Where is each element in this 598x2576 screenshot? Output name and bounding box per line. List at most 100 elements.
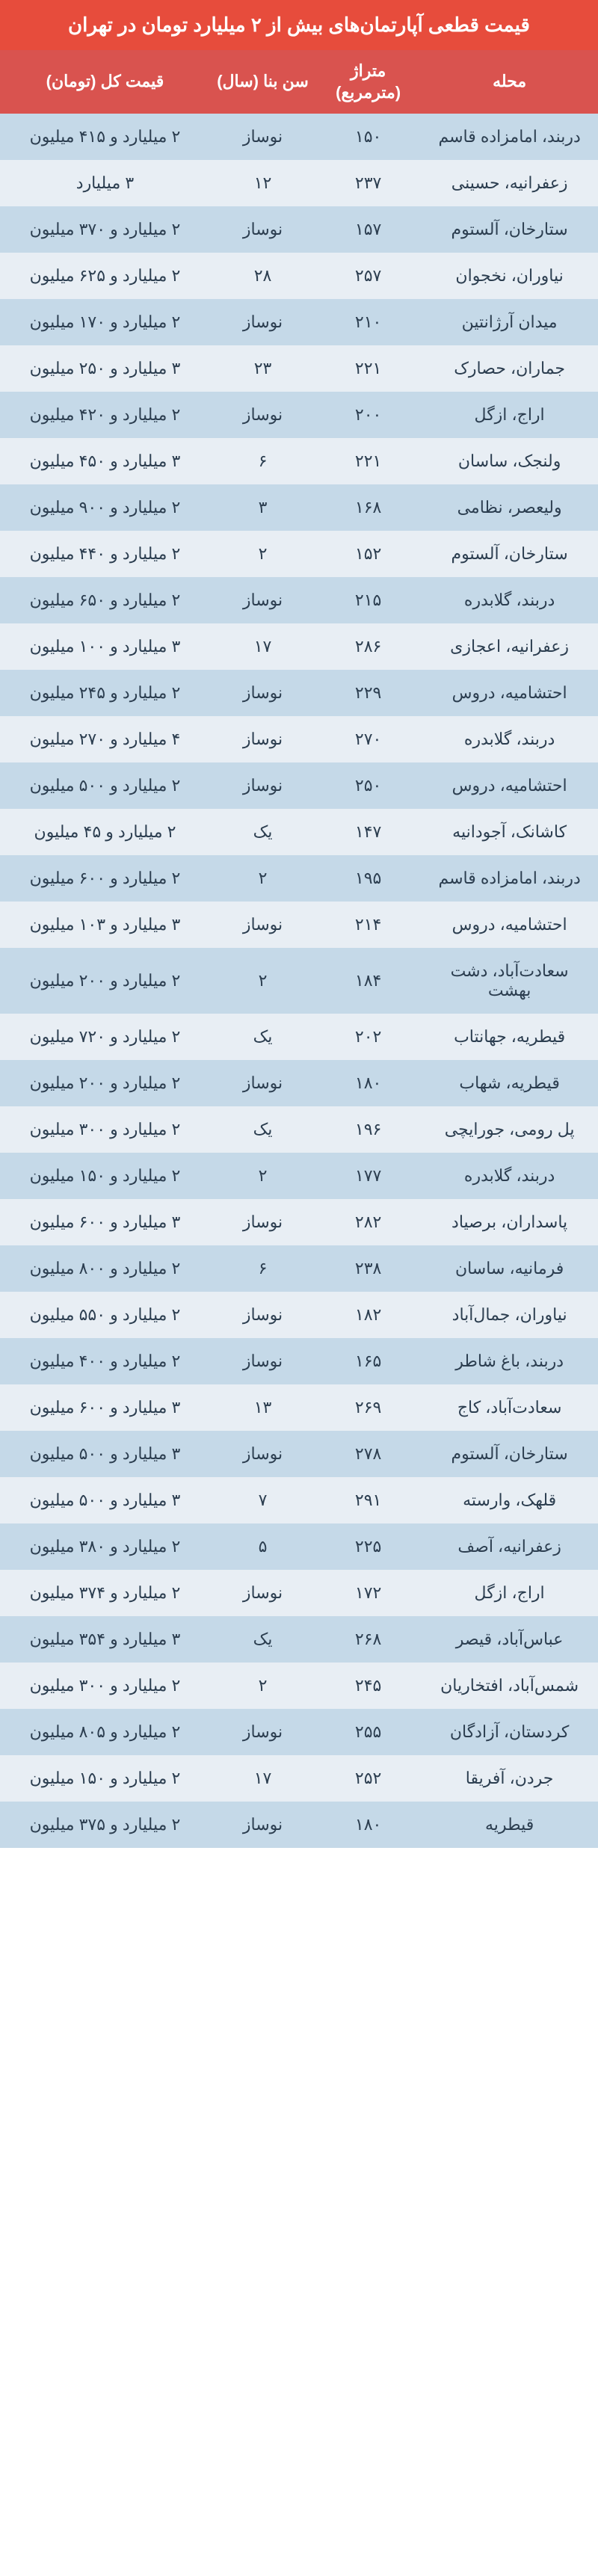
table-row: ولیعصر، نظامی۱۶۸۳۲ میلیارد و ۹۰۰ میلیون (0, 484, 598, 531)
cell-sen: نوساز (210, 392, 315, 438)
table-row: کردستان، آزادگان۲۵۵نوساز۲ میلیارد و ۸۰۵ … (0, 1709, 598, 1755)
cell-gheymat: ۲ میلیارد و ۲۰۰ میلیون (0, 1060, 210, 1106)
cell-mahale: قیطریه، جهانتاب (421, 1014, 598, 1060)
table-row: سعادت‌آباد، کاج۲۶۹۱۳۳ میلیارد و ۶۰۰ میلی… (0, 1384, 598, 1431)
table-row: دربند، امامزاده قاسم۱۵۰نوساز۲ میلیارد و … (0, 114, 598, 160)
table-row: دربند، گلابدره۲۱۵نوساز۲ میلیارد و ۶۵۰ می… (0, 577, 598, 623)
cell-metraj: ۲۸۲ (315, 1199, 421, 1245)
table-row: دربند، گلابدره۱۷۷۲۲ میلیارد و ۱۵۰ میلیون (0, 1153, 598, 1199)
cell-sen: ۲ (210, 1153, 315, 1199)
cell-metraj: ۲۵۰ (315, 762, 421, 809)
cell-metraj: ۱۸۲ (315, 1292, 421, 1338)
cell-mahale: دربند، باغ شاطر (421, 1338, 598, 1384)
cell-metraj: ۱۵۰ (315, 114, 421, 160)
cell-metraj: ۱۸۰ (315, 1060, 421, 1106)
table-row: قیطریه، شهاب۱۸۰نوساز۲ میلیارد و ۲۰۰ میلی… (0, 1060, 598, 1106)
cell-mahale: قلهک، وارسته (421, 1477, 598, 1523)
cell-gheymat: ۲ میلیارد و ۵۵۰ میلیون (0, 1292, 210, 1338)
cell-metraj: ۱۵۲ (315, 531, 421, 577)
cell-gheymat: ۳ میلیارد و ۵۰۰ میلیون (0, 1477, 210, 1523)
cell-sen: نوساز (210, 1431, 315, 1477)
cell-sen: ۱۳ (210, 1384, 315, 1431)
table-row: قیطریه، جهانتاب۲۰۲یک۲ میلیارد و ۷۲۰ میلی… (0, 1014, 598, 1060)
cell-mahale: زعفرانیه، اعجازی (421, 623, 598, 670)
cell-sen: نوساز (210, 1709, 315, 1755)
table-row: قلهک، وارسته۲۹۱۷۳ میلیارد و ۵۰۰ میلیون (0, 1477, 598, 1523)
cell-gheymat: ۲ میلیارد و ۳۷۴ میلیون (0, 1570, 210, 1616)
cell-gheymat: ۳ میلیارد و ۳۵۴ میلیون (0, 1616, 210, 1663)
cell-mahale: احتشامیه، دروس (421, 902, 598, 948)
cell-metraj: ۲۲۵ (315, 1523, 421, 1570)
cell-metraj: ۲۱۵ (315, 577, 421, 623)
cell-sen: نوساز (210, 114, 315, 160)
cell-metraj: ۱۸۴ (315, 948, 421, 1014)
cell-mahale: دربند، امامزاده قاسم (421, 855, 598, 902)
cell-metraj: ۲۷۸ (315, 1431, 421, 1477)
cell-metraj: ۲۰۲ (315, 1014, 421, 1060)
cell-sen: ۲۳ (210, 345, 315, 392)
cell-mahale: جردن، آفریقا (421, 1755, 598, 1802)
cell-metraj: ۲۶۸ (315, 1616, 421, 1663)
table-row: کاشانک، آجودانیه۱۴۷یک۲ میلیارد و ۴۵ میلی… (0, 809, 598, 855)
cell-mahale: جماران، حصارک (421, 345, 598, 392)
cell-sen: ۱۲ (210, 160, 315, 206)
cell-metraj: ۲۵۷ (315, 253, 421, 299)
cell-gheymat: ۲ میلیارد و ۷۲۰ میلیون (0, 1014, 210, 1060)
cell-sen: ۲۸ (210, 253, 315, 299)
cell-mahale: فرمانیه، ساسان (421, 1245, 598, 1292)
cell-sen: نوساز (210, 762, 315, 809)
cell-metraj: ۱۹۶ (315, 1106, 421, 1153)
price-table: قیمت قطعی آپارتمان‌های بیش از ۲ میلیارد … (0, 0, 598, 1848)
cell-mahale: دربند، گلابدره (421, 577, 598, 623)
cell-gheymat: ۲ میلیارد و ۴۴۰ میلیون (0, 531, 210, 577)
cell-gheymat: ۳ میلیارد و ۱۰۰ میلیون (0, 623, 210, 670)
cell-mahale: پل رومی، جورایچی (421, 1106, 598, 1153)
table-row: ولنجک، ساسان۲۲۱۶۳ میلیارد و ۴۵۰ میلیون (0, 438, 598, 484)
cell-metraj: ۲۳۸ (315, 1245, 421, 1292)
cell-gheymat: ۲ میلیارد و ۹۰۰ میلیون (0, 484, 210, 531)
cell-mahale: زعفرانیه، حسینی (421, 160, 598, 206)
cell-gheymat: ۲ میلیارد و ۳۷۰ میلیون (0, 206, 210, 253)
cell-metraj: ۲۱۴ (315, 902, 421, 948)
table-header-row: محله متراژ (مترمربع) سن بنا (سال) قیمت ک… (0, 50, 598, 114)
cell-gheymat: ۲ میلیارد و ۱۵۰ میلیون (0, 1755, 210, 1802)
cell-gheymat: ۳ میلیارد و ۶۰۰ میلیون (0, 1199, 210, 1245)
cell-mahale: شمس‌آباد، افتخاریان (421, 1663, 598, 1709)
table-body: دربند، امامزاده قاسم۱۵۰نوساز۲ میلیارد و … (0, 114, 598, 1848)
table-row: احتشامیه، دروس۲۵۰نوساز۲ میلیارد و ۵۰۰ می… (0, 762, 598, 809)
table-row: زعفرانیه، حسینی۲۳۷۱۲۳ میلیارد (0, 160, 598, 206)
table-row: جردن، آفریقا۲۵۲۱۷۲ میلیارد و ۱۵۰ میلیون (0, 1755, 598, 1802)
cell-metraj: ۲۱۰ (315, 299, 421, 345)
cell-gheymat: ۲ میلیارد و ۴۱۵ میلیون (0, 114, 210, 160)
cell-mahale: ستارخان، آلستوم (421, 206, 598, 253)
cell-sen: نوساز (210, 1802, 315, 1848)
cell-metraj: ۲۴۵ (315, 1663, 421, 1709)
table-row: اراج، ازگل۱۷۲نوساز۲ میلیارد و ۳۷۴ میلیون (0, 1570, 598, 1616)
table-row: قیطریه۱۸۰نوساز۲ میلیارد و ۳۷۵ میلیون (0, 1802, 598, 1848)
cell-sen: نوساز (210, 1292, 315, 1338)
cell-gheymat: ۲ میلیارد و ۴۵ میلیون (0, 809, 210, 855)
cell-metraj: ۲۸۶ (315, 623, 421, 670)
cell-sen: ۳ (210, 484, 315, 531)
cell-metraj: ۲۹۱ (315, 1477, 421, 1523)
cell-sen: نوساز (210, 577, 315, 623)
cell-gheymat: ۲ میلیارد و ۶۲۵ میلیون (0, 253, 210, 299)
cell-metraj: ۲۳۷ (315, 160, 421, 206)
table-row: پل رومی، جورایچی۱۹۶یک۲ میلیارد و ۳۰۰ میل… (0, 1106, 598, 1153)
cell-gheymat: ۳ میلیارد و ۵۰۰ میلیون (0, 1431, 210, 1477)
cell-sen: نوساز (210, 1199, 315, 1245)
cell-sen: ۲ (210, 948, 315, 1014)
cell-sen: ۱۷ (210, 1755, 315, 1802)
cell-metraj: ۱۶۸ (315, 484, 421, 531)
cell-mahale: پاسداران، برصیاد (421, 1199, 598, 1245)
cell-mahale: نیاوران، نخجوان (421, 253, 598, 299)
cell-metraj: ۱۴۷ (315, 809, 421, 855)
table-row: اراج، ازگل۲۰۰نوساز۲ میلیارد و ۴۲۰ میلیون (0, 392, 598, 438)
cell-gheymat: ۴ میلیارد و ۲۷۰ میلیون (0, 716, 210, 762)
cell-sen: یک (210, 809, 315, 855)
cell-gheymat: ۲ میلیارد و ۸۰۰ میلیون (0, 1245, 210, 1292)
cell-metraj: ۲۲۹ (315, 670, 421, 716)
cell-gheymat: ۲ میلیارد و ۱۷۰ میلیون (0, 299, 210, 345)
cell-sen: ۲ (210, 1663, 315, 1709)
table-row: فرمانیه، ساسان۲۳۸۶۲ میلیارد و ۸۰۰ میلیون (0, 1245, 598, 1292)
